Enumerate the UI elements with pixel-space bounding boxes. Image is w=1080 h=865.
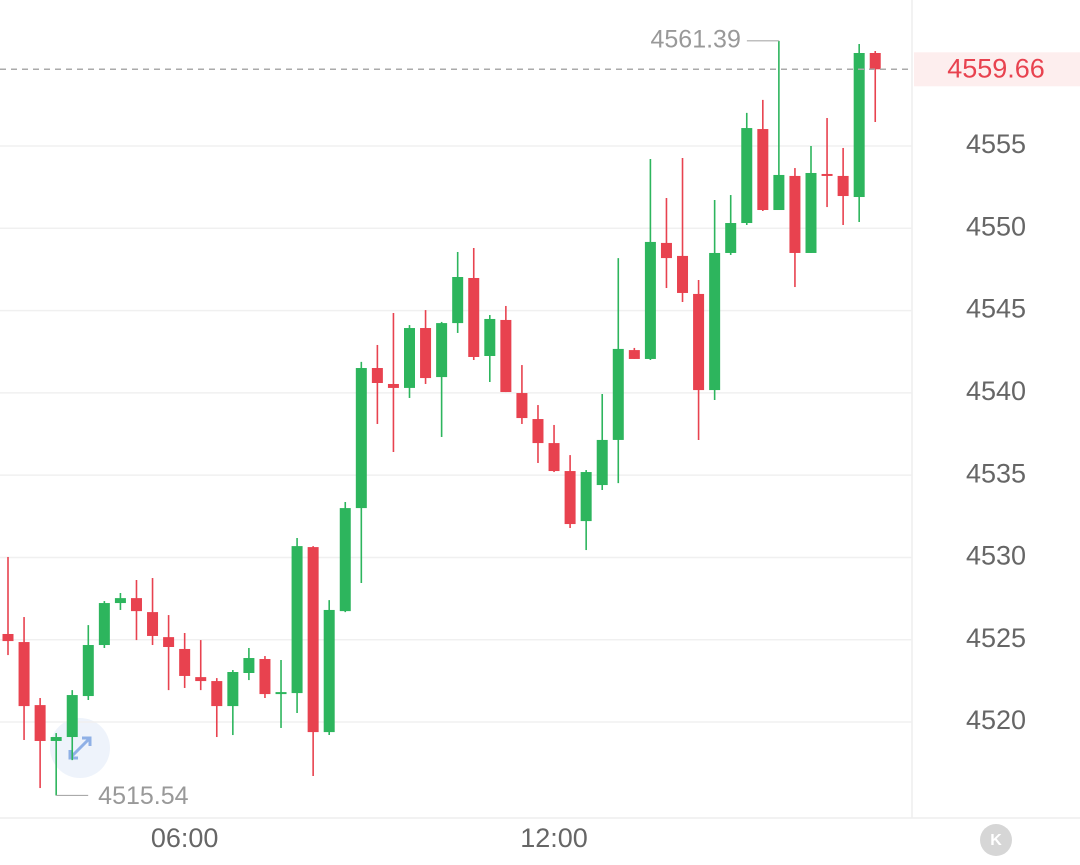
candle-body — [853, 52, 865, 198]
candle-body — [821, 173, 833, 176]
candle-body — [468, 277, 480, 357]
candle-body — [436, 323, 448, 378]
candle-body — [805, 172, 817, 253]
candle-body — [34, 705, 46, 741]
candle-body — [227, 672, 239, 707]
last-price-box — [914, 52, 1080, 87]
candle-body — [660, 242, 672, 259]
candle-body — [404, 328, 415, 388]
y-tick-label: 4525 — [966, 623, 1026, 653]
y-tick-label: 4520 — [966, 705, 1026, 735]
y-tick-label: 4550 — [966, 211, 1026, 241]
y-tick-label: 4555 — [966, 129, 1026, 159]
candle-body — [596, 439, 608, 486]
candle-body — [179, 648, 191, 676]
candle-body — [114, 598, 126, 604]
candle-body — [548, 443, 560, 472]
candle-body — [163, 637, 175, 647]
candle-body — [773, 174, 785, 211]
last-price-label: 4559.66 — [947, 53, 1045, 83]
candle-body — [98, 603, 110, 646]
kline-button-bg[interactable] — [980, 824, 1012, 856]
candle-body — [741, 128, 753, 224]
candle-body — [259, 659, 271, 695]
y-tick-label: 4540 — [966, 376, 1026, 406]
kline-button[interactable]: K — [990, 832, 1002, 849]
candle-body — [644, 241, 656, 359]
candle-body — [275, 692, 287, 695]
max-label: 4561.39 — [651, 25, 741, 53]
candle-body — [355, 368, 367, 509]
candle-body — [757, 129, 769, 211]
candle-body — [82, 645, 94, 697]
candle-body — [709, 252, 721, 391]
expand-icon[interactable] — [50, 718, 110, 778]
candle-body — [580, 472, 592, 522]
candle-body — [677, 255, 689, 293]
candle-body — [628, 350, 640, 359]
candle-body — [50, 737, 62, 741]
y-tick-label: 4535 — [966, 458, 1026, 488]
min-label: 4515.54 — [98, 782, 188, 810]
candle-body — [243, 658, 255, 673]
candle-body — [532, 419, 544, 444]
candle-body — [837, 175, 849, 197]
candle-body — [291, 546, 303, 694]
candle-body — [869, 52, 881, 70]
candle-body — [2, 633, 14, 642]
candle-body — [211, 681, 223, 707]
candle-body — [339, 508, 351, 612]
candle-body — [323, 609, 335, 733]
candle-body — [130, 598, 142, 612]
x-tick-label: 12:00 — [520, 823, 588, 853]
candle-body — [420, 328, 432, 379]
y-tick-label: 4545 — [966, 294, 1026, 324]
candle-body — [612, 348, 624, 440]
candle-body — [66, 695, 78, 738]
expand-icon-glyph[interactable] — [68, 736, 92, 760]
x-tick-label: 06:00 — [151, 823, 219, 853]
candle-body — [387, 383, 399, 388]
candle-body — [195, 677, 207, 682]
candle-body — [725, 223, 737, 253]
candle-body — [789, 175, 801, 253]
y-tick-label: 4530 — [966, 541, 1026, 571]
candle-body — [693, 293, 705, 391]
candle-body — [371, 368, 383, 383]
candle-body — [500, 319, 512, 393]
candle-body — [484, 318, 496, 357]
candle-body — [564, 471, 576, 525]
candle-body — [516, 393, 528, 419]
candle-body — [18, 642, 30, 707]
candle-body — [147, 612, 159, 636]
candle-body — [452, 277, 464, 324]
candle-body — [307, 547, 319, 733]
